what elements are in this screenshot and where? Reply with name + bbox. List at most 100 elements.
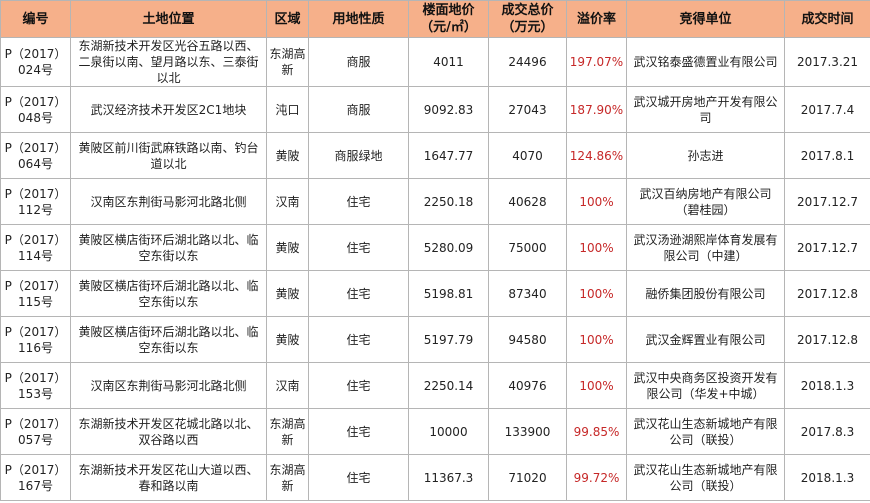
cell-buyer: 武汉百纳房地产有限公司（碧桂园） bbox=[626, 178, 785, 225]
cell-code: P（2017）048号 bbox=[0, 86, 71, 133]
cell-location: 黄陂区横店街环后湖北路以北、临空东街以东 bbox=[70, 224, 267, 271]
header-premium-rate: 溢价率 bbox=[566, 0, 627, 38]
cell-buyer: 武汉中央商务区投资开发有限公司（华发+中城） bbox=[626, 362, 785, 409]
header-land-use: 用地性质 bbox=[308, 0, 409, 38]
cell-total-price: 24496 bbox=[488, 37, 567, 87]
cell-land-use: 商服 bbox=[308, 86, 409, 133]
table-row: P（2017）116号 黄陂区横店街环后湖北路以北、临空东街以东 黄陂 住宅 5… bbox=[0, 316, 870, 363]
header-district: 区域 bbox=[266, 0, 309, 38]
cell-total-price: 4070 bbox=[488, 132, 567, 179]
cell-land-use: 住宅 bbox=[308, 362, 409, 409]
cell-floor-price: 1647.77 bbox=[408, 132, 489, 179]
cell-district: 黄陂 bbox=[266, 132, 309, 179]
cell-total-price: 71020 bbox=[488, 454, 567, 501]
cell-land-use: 住宅 bbox=[308, 408, 409, 455]
cell-premium-rate: 99.85% bbox=[566, 408, 627, 455]
cell-code: P（2017）115号 bbox=[0, 270, 71, 317]
cell-location: 东湖新技术开发区花城北路以北、双谷路以西 bbox=[70, 408, 267, 455]
cell-premium-rate: 197.07% bbox=[566, 37, 627, 87]
cell-buyer: 融侨集团股份有限公司 bbox=[626, 270, 785, 317]
cell-land-use: 住宅 bbox=[308, 316, 409, 363]
cell-code: P（2017）114号 bbox=[0, 224, 71, 271]
cell-date: 2017.7.4 bbox=[784, 86, 870, 133]
cell-date: 2017.3.21 bbox=[784, 37, 870, 87]
cell-district: 汉南 bbox=[266, 362, 309, 409]
cell-code: P（2017）153号 bbox=[0, 362, 71, 409]
cell-code: P（2017）024号 bbox=[0, 37, 71, 87]
cell-total-price: 75000 bbox=[488, 224, 567, 271]
cell-location: 黄陂区横店街环后湖北路以北、临空东街以东 bbox=[70, 270, 267, 317]
header-total-price: 成交总价（万元） bbox=[488, 0, 567, 38]
table-row: P（2017）114号 黄陂区横店街环后湖北路以北、临空东街以东 黄陂 住宅 5… bbox=[0, 224, 870, 271]
cell-premium-rate: 187.90% bbox=[566, 86, 627, 133]
cell-date: 2017.12.8 bbox=[784, 316, 870, 363]
header-date: 成交时间 bbox=[784, 0, 870, 38]
cell-location: 汉南区东荆街马影河北路北侧 bbox=[70, 362, 267, 409]
cell-premium-rate: 100% bbox=[566, 270, 627, 317]
cell-code: P（2017）167号 bbox=[0, 454, 71, 501]
cell-floor-price: 2250.18 bbox=[408, 178, 489, 225]
cell-location: 黄陂区横店街环后湖北路以北、临空东街以东 bbox=[70, 316, 267, 363]
table-row: P（2017）048号 武汉经济技术开发区2C1地块 沌口 商服 9092.83… bbox=[0, 86, 870, 133]
cell-buyer: 武汉铭泰盛德置业有限公司 bbox=[626, 37, 785, 87]
cell-district: 东湖高新 bbox=[266, 37, 309, 87]
header-location: 土地位置 bbox=[70, 0, 267, 38]
cell-buyer: 武汉金辉置业有限公司 bbox=[626, 316, 785, 363]
cell-date: 2018.1.3 bbox=[784, 454, 870, 501]
cell-total-price: 94580 bbox=[488, 316, 567, 363]
cell-premium-rate: 100% bbox=[566, 178, 627, 225]
cell-land-use: 住宅 bbox=[308, 224, 409, 271]
cell-floor-price: 4011 bbox=[408, 37, 489, 87]
cell-buyer: 武汉汤逊湖熙岸体育发展有限公司（中建） bbox=[626, 224, 785, 271]
cell-land-use: 住宅 bbox=[308, 178, 409, 225]
cell-code: P（2017）064号 bbox=[0, 132, 71, 179]
cell-date: 2018.1.3 bbox=[784, 362, 870, 409]
cell-floor-price: 2250.14 bbox=[408, 362, 489, 409]
cell-date: 2017.12.7 bbox=[784, 224, 870, 271]
cell-land-use: 住宅 bbox=[308, 454, 409, 501]
cell-floor-price: 5197.79 bbox=[408, 316, 489, 363]
cell-floor-price: 5198.81 bbox=[408, 270, 489, 317]
table-row: P（2017）167号 东湖新技术开发区花山大道以西、春和路以南 东湖高新 住宅… bbox=[0, 454, 870, 501]
cell-floor-price: 10000 bbox=[408, 408, 489, 455]
cell-premium-rate: 100% bbox=[566, 362, 627, 409]
cell-district: 汉南 bbox=[266, 178, 309, 225]
cell-code: P（2017）112号 bbox=[0, 178, 71, 225]
cell-date: 2017.12.7 bbox=[784, 178, 870, 225]
table-row: P（2017）064号 黄陂区前川街武麻铁路以南、钓台道以北 黄陂 商服绿地 1… bbox=[0, 132, 870, 179]
cell-code: P（2017）116号 bbox=[0, 316, 71, 363]
cell-floor-price: 9092.83 bbox=[408, 86, 489, 133]
cell-premium-rate: 100% bbox=[566, 224, 627, 271]
cell-date: 2017.12.8 bbox=[784, 270, 870, 317]
table-row: P（2017）153号 汉南区东荆街马影河北路北侧 汉南 住宅 2250.14 … bbox=[0, 362, 870, 409]
cell-land-use: 商服 bbox=[308, 37, 409, 87]
cell-buyer: 孙志进 bbox=[626, 132, 785, 179]
table-row: P（2017）024号 东湖新技术开发区光谷五路以西、二泉街以南、望月路以东、三… bbox=[0, 37, 870, 87]
cell-premium-rate: 100% bbox=[566, 316, 627, 363]
cell-district: 沌口 bbox=[266, 86, 309, 133]
cell-district: 黄陂 bbox=[266, 316, 309, 363]
table-row: P（2017）115号 黄陂区横店街环后湖北路以北、临空东街以东 黄陂 住宅 5… bbox=[0, 270, 870, 317]
cell-buyer: 武汉城开房地产开发有限公司 bbox=[626, 86, 785, 133]
cell-code: P（2017）057号 bbox=[0, 408, 71, 455]
cell-district: 黄陂 bbox=[266, 224, 309, 271]
cell-land-use: 商服绿地 bbox=[308, 132, 409, 179]
cell-district: 黄陂 bbox=[266, 270, 309, 317]
header-row: 编号 土地位置 区域 用地性质 楼面地价（元/㎡） 成交总价（万元） 溢价率 竞… bbox=[0, 0, 870, 38]
cell-premium-rate: 99.72% bbox=[566, 454, 627, 501]
cell-date: 2017.8.3 bbox=[784, 408, 870, 455]
cell-buyer: 武汉花山生态新城地产有限公司（联投） bbox=[626, 454, 785, 501]
cell-land-use: 住宅 bbox=[308, 270, 409, 317]
cell-date: 2017.8.1 bbox=[784, 132, 870, 179]
cell-premium-rate: 124.86% bbox=[566, 132, 627, 179]
cell-floor-price: 5280.09 bbox=[408, 224, 489, 271]
cell-total-price: 133900 bbox=[488, 408, 567, 455]
cell-location: 东湖新技术开发区光谷五路以西、二泉街以南、望月路以东、三泰街以北 bbox=[70, 37, 267, 87]
cell-district: 东湖高新 bbox=[266, 408, 309, 455]
cell-total-price: 40628 bbox=[488, 178, 567, 225]
cell-buyer: 武汉花山生态新城地产有限公司（联投） bbox=[626, 408, 785, 455]
cell-district: 东湖高新 bbox=[266, 454, 309, 501]
cell-location: 汉南区东荆街马影河北路北侧 bbox=[70, 178, 267, 225]
cell-location: 武汉经济技术开发区2C1地块 bbox=[70, 86, 267, 133]
